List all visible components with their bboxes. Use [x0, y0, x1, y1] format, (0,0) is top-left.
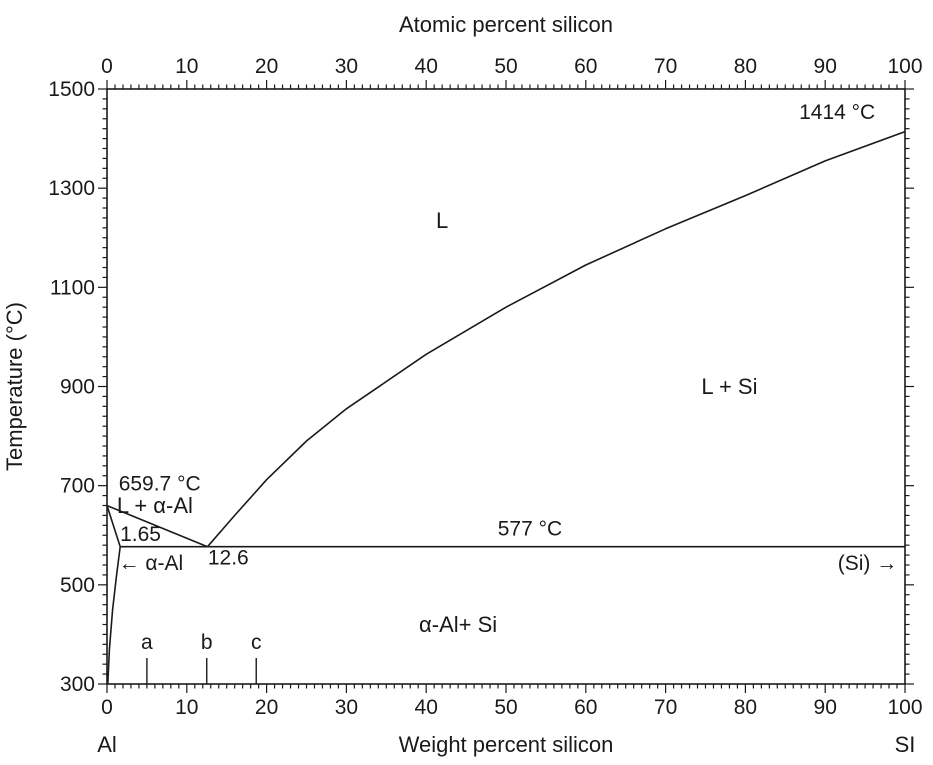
x2-tick-label: 40	[415, 55, 438, 78]
marker-label: a	[141, 631, 153, 654]
y-tick-label: 700	[60, 475, 95, 498]
y-axis-title: Temperature (°C)	[2, 302, 27, 471]
x2-tick-label: 10	[175, 55, 198, 78]
chart-labels: 0 10 20 30 40 50 60 70 80 90 100 0 10 20 30 40 50 60 70 80 9…	[2, 12, 923, 757]
marker-label: b	[201, 631, 213, 654]
annotation-label: 577 °C	[498, 517, 562, 540]
annotation-label: 1.65	[120, 523, 161, 546]
x-tick-label: 40	[415, 696, 438, 719]
y-tick-label: 300	[60, 673, 95, 696]
x-tick-label: 100	[887, 696, 922, 719]
phase-boundary-solidus-al	[106, 505, 121, 547]
phase-boundaries	[106, 130, 906, 685]
x2-tick-label: 20	[255, 55, 278, 78]
region-label: L + Si	[701, 374, 757, 399]
x-tick-label: 20	[255, 696, 278, 719]
y-tick-label: 1100	[50, 276, 95, 299]
region-label: α-Al+ Si	[419, 612, 497, 637]
phase-boundary-solvus-al	[107, 546, 121, 685]
annotation-label: 12.6	[208, 547, 249, 570]
x-tick-label: 50	[494, 696, 517, 719]
annotation-label: 659.7 °C	[119, 473, 201, 496]
region-label: L	[436, 208, 448, 233]
phase-boundary-liquidus-al	[106, 504, 208, 548]
annotation-label: ← α-Al	[119, 552, 184, 575]
x-axis-title: Weight percent silicon	[399, 732, 614, 757]
y-tick-label: 500	[60, 574, 95, 597]
x2-tick-label: 0	[101, 55, 113, 78]
x2-tick-label: 90	[814, 55, 837, 78]
x-tick-label: 60	[574, 696, 597, 719]
x-tick-label: 30	[335, 696, 358, 719]
x2-tick-label: 70	[654, 55, 677, 78]
x-tick-label: 80	[734, 696, 757, 719]
marker-label: c	[251, 631, 262, 654]
y-tick-label: 1500	[48, 78, 95, 101]
x2-tick-label: 80	[734, 55, 757, 78]
x2-tick-label: 30	[335, 55, 358, 78]
x-tick-label: 10	[175, 696, 198, 719]
y-tick-label: 900	[60, 376, 95, 399]
x-tick-label: 90	[814, 696, 837, 719]
phase-boundary-liquidus-si	[206, 130, 906, 548]
y-tick-label: 1300	[48, 177, 95, 200]
x-tick-label: 0	[101, 696, 113, 719]
x-left-end-label: Al	[97, 732, 117, 757]
region-label: L + α-Al	[117, 493, 193, 518]
annotation-label: 1414 °C	[799, 101, 875, 124]
x2-tick-label: 50	[494, 55, 517, 78]
x2-tick-label: 100	[887, 55, 922, 78]
x-right-end-label: SI	[895, 732, 916, 757]
x2-axis-title: Atomic percent silicon	[399, 12, 613, 37]
annotation-label: (Si) →	[838, 552, 898, 575]
axis-ticks	[98, 80, 914, 693]
x2-tick-label: 60	[574, 55, 597, 78]
x-tick-label: 70	[654, 696, 677, 719]
